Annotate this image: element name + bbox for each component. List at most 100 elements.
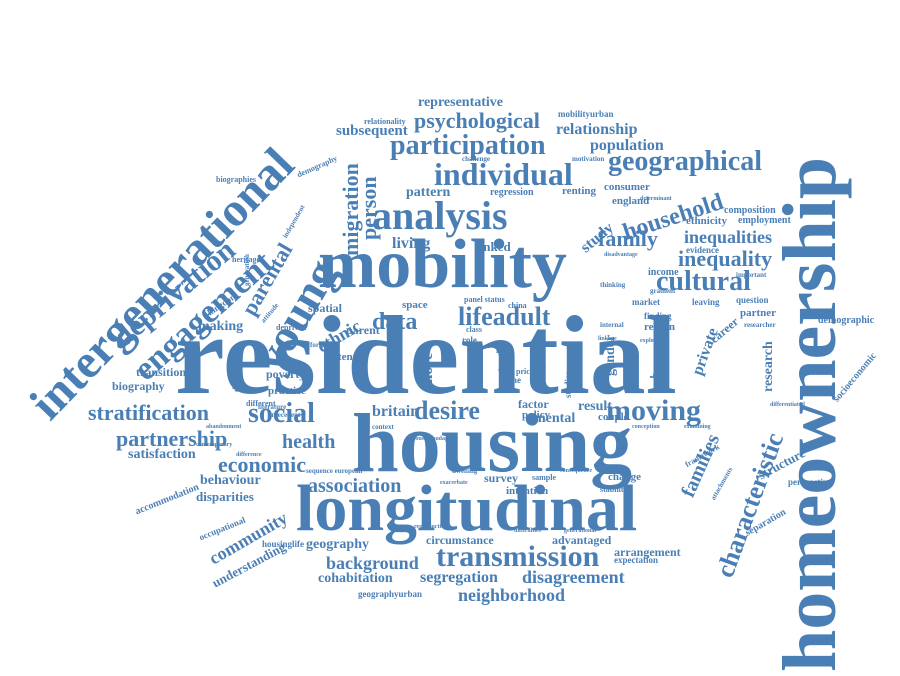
word-relationality: relationality	[364, 117, 406, 126]
word-geographical: geographical	[608, 146, 762, 177]
word-abandonment: abandonment	[206, 424, 242, 430]
word-lifeadult: lifeadult	[458, 302, 551, 331]
word-change: change	[608, 471, 641, 483]
word-mobility: mobility	[318, 226, 567, 303]
word-analysis: analysis	[372, 193, 508, 238]
word-satisfaction: satisfaction	[128, 447, 196, 462]
word-transmission: transmission	[436, 540, 600, 573]
word-disagreement: disagreement	[522, 567, 625, 587]
word-renting: renting	[562, 185, 597, 197]
word-price: price	[516, 367, 534, 376]
word-housingbudapest: housingbudapest	[412, 436, 456, 442]
word-longitudinal: longitudinal	[296, 472, 638, 545]
word-neighborhood: neighborhood	[458, 585, 566, 605]
word-couple: couple	[598, 411, 629, 423]
word-inequalities: inequalities	[684, 227, 773, 247]
word-england: england	[612, 195, 650, 207]
word-disadvantage: disadvantage	[604, 252, 638, 258]
word-employment: employment	[738, 215, 791, 226]
word-antecedent: antecedent	[268, 411, 301, 419]
word-formation: formation	[310, 341, 340, 349]
word-geography: geography	[306, 537, 369, 552]
word-contemporary: contemporary	[196, 442, 233, 448]
word-demography: demography	[295, 153, 339, 180]
word-internal: internal	[600, 321, 624, 329]
word-arrangement: arrangement	[614, 545, 681, 559]
word-regression: regression	[490, 187, 534, 198]
word-composition: composition	[724, 205, 776, 216]
word-social: social	[248, 398, 315, 429]
word-question: question	[736, 295, 769, 305]
word-cohabitation: cohabitation	[318, 571, 393, 586]
word-result: result	[578, 399, 612, 414]
word-consumer: consumer	[604, 181, 650, 193]
word-sequence-european: sequence european	[306, 467, 363, 475]
word-reproduction: reproduction	[414, 524, 448, 530]
word-consequence: consequence	[560, 468, 592, 474]
word-market: market	[632, 297, 660, 307]
word-linked: linked	[476, 239, 511, 254]
word-stability: stability	[600, 485, 628, 494]
word-background: background	[326, 553, 419, 573]
word-space: space	[402, 299, 428, 311]
word-participation: participation	[390, 130, 546, 161]
word-individual: individual	[434, 156, 573, 192]
word-decision: decision	[231, 360, 241, 392]
word-person: person	[356, 176, 381, 240]
word-challenge: challenge	[462, 155, 490, 163]
word-evidence: evidence	[686, 245, 719, 255]
word-finding: finding	[644, 311, 672, 321]
word-difference: difference	[236, 452, 262, 458]
word-family: family	[598, 226, 658, 251]
word-accommodation: accommodation	[133, 481, 201, 518]
word-behaviour: behaviour	[200, 473, 261, 488]
word-ethnicity: ethnicity	[686, 215, 727, 227]
word-independent: independent	[281, 203, 307, 240]
word-parent: parent	[346, 323, 380, 337]
word-homeownership: homeownership	[768, 156, 852, 672]
word-biography: biography	[112, 379, 165, 393]
word-moving: moving	[606, 394, 702, 427]
word-exploring: exploring	[640, 338, 665, 344]
word-spatial: spatial	[308, 301, 343, 315]
word-generation: generation	[243, 254, 251, 286]
word-art: art	[498, 363, 510, 373]
word-thinking: thinking	[600, 281, 626, 289]
word-geographyurban: geographyurban	[358, 589, 423, 599]
word-psychological: psychological	[414, 108, 540, 133]
word-inequality: inequality	[678, 246, 773, 271]
word-biographies: biographies	[216, 175, 257, 184]
word-panel-status: panel status	[464, 295, 505, 304]
word-difficulties: difficulties	[514, 528, 541, 534]
word-mental: mental	[534, 411, 576, 426]
word-britain: britain	[372, 403, 420, 420]
word-china: china	[508, 301, 527, 310]
word-partnership: partnership	[116, 426, 228, 451]
word-mobilityurban: mobilityurban	[558, 109, 614, 119]
word-class: class	[466, 325, 482, 334]
word-association: association	[308, 475, 402, 497]
word-stratification: stratification	[88, 400, 209, 425]
word-living: living	[392, 235, 431, 252]
word-motivation: motivation	[572, 155, 605, 163]
word-studies: studies	[563, 371, 573, 398]
word-survey: survey	[484, 471, 518, 485]
word-disparities: disparities	[196, 489, 254, 504]
word-more: more	[419, 352, 436, 388]
word-poverty: poverty	[266, 367, 306, 381]
word-data: data	[372, 309, 418, 335]
word-exacerbate: exacerbate	[440, 480, 468, 486]
word-demographic: demographic	[818, 315, 875, 326]
word-leaving: leaving	[692, 297, 720, 307]
word-reason: reason	[644, 321, 675, 333]
word-partner: partner	[740, 307, 777, 319]
word-different: different	[246, 399, 276, 408]
word-heritage: heritage	[232, 255, 260, 264]
word-attachments: attachments	[709, 465, 735, 502]
word-circumstance: circumstance	[426, 533, 494, 547]
word-factor: factor	[518, 397, 549, 411]
word-advantaged: advantaged	[552, 533, 612, 547]
word-time: time	[504, 375, 521, 385]
word-subsequent: subsequent	[336, 123, 408, 139]
word-role: role	[462, 335, 477, 345]
